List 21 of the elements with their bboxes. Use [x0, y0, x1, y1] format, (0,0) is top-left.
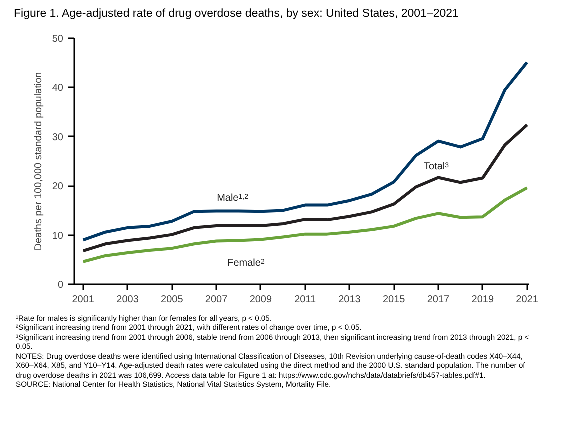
x-tick-label: 2013 [338, 294, 362, 306]
y-tick-label: 30 [52, 132, 64, 144]
line-series [82, 124, 529, 253]
x-tick-label: 2017 [427, 294, 450, 306]
y-axis-title: Deaths per 100,000 standard population [33, 72, 44, 251]
x-tick-label: 2007 [205, 294, 228, 306]
y-tick-label: 20 [52, 182, 64, 193]
x-tick-label: 2003 [116, 294, 140, 306]
x-tick-label: 2009 [250, 294, 272, 306]
y-tick-label: 50 [52, 34, 64, 45]
y-tick-label: 10 [52, 230, 64, 242]
x-tick-label: 2005 [161, 294, 184, 306]
x-tick-label: 2019 [472, 294, 494, 306]
x-tick-label: 2011 [294, 294, 317, 306]
x-tick-label: 2015 [382, 294, 406, 306]
y-tick-label: 40 [52, 83, 64, 94]
y-tick-label: 0 [58, 280, 64, 291]
x-tick-label: 2021 [516, 294, 539, 306]
line-series [82, 61, 529, 242]
x-tick-label: 2001 [72, 294, 95, 306]
chart-title: Figure 1. Age-adjusted rate of drug overdose deaths, by sex: United States, 2001–2021 [14, 7, 459, 22]
